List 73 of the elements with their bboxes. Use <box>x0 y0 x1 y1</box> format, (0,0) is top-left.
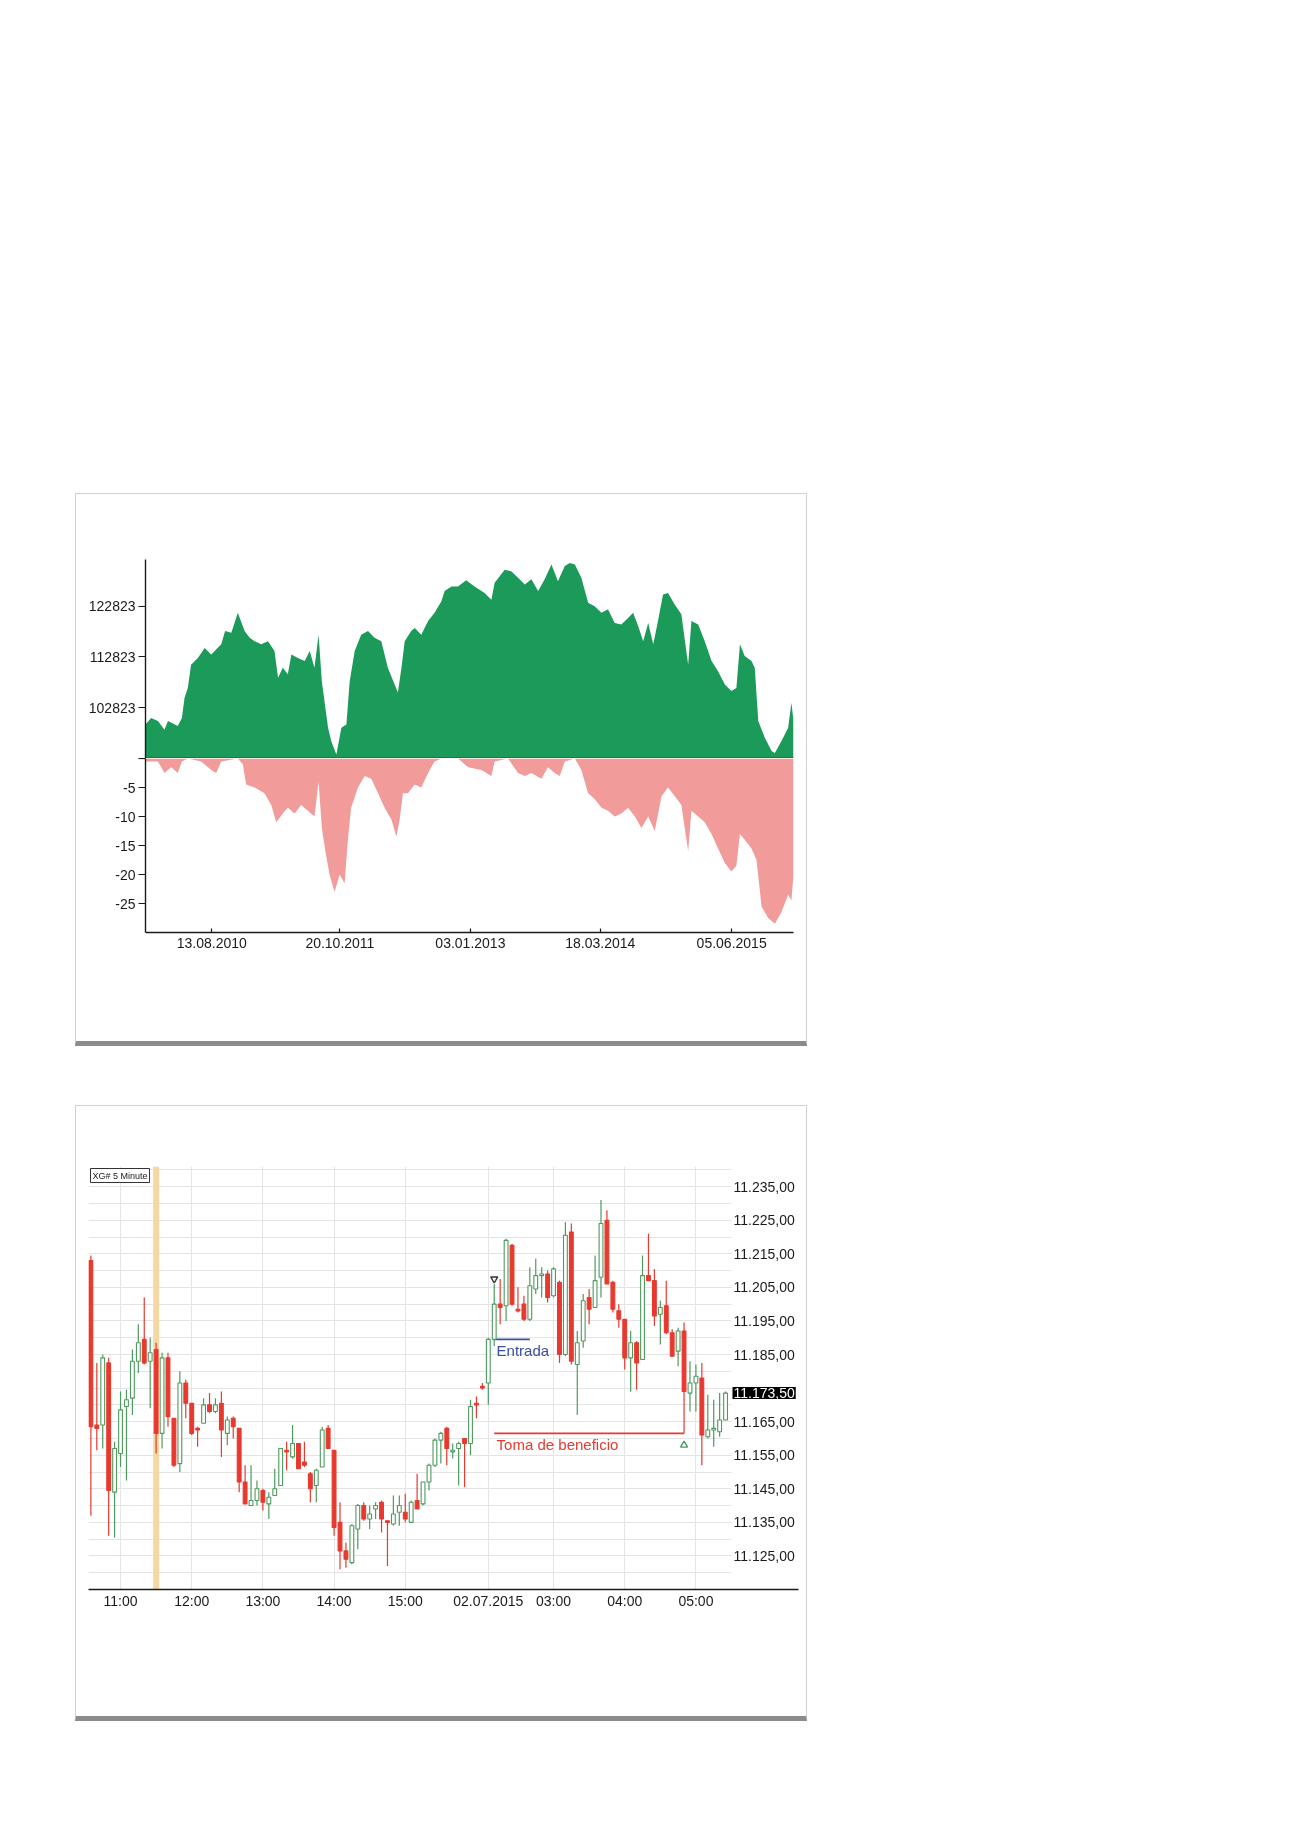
x-tick-label: 20.10.2011 <box>305 934 375 951</box>
candlestick <box>574 1330 580 1416</box>
candlestick <box>444 1426 450 1466</box>
y-tick-label: 122823 <box>88 598 136 615</box>
candlestick <box>201 1397 207 1424</box>
x-tick-label: 18.03.2014 <box>565 934 636 951</box>
candlestick <box>634 1340 640 1391</box>
y-tick-label: 11.195,00 <box>733 1312 795 1329</box>
candlestick <box>313 1468 319 1503</box>
candlestick <box>141 1296 147 1366</box>
candlestick <box>456 1441 462 1487</box>
candlestick <box>266 1491 272 1520</box>
y-tick-label: 102823 <box>88 699 136 716</box>
candlestick <box>414 1473 420 1510</box>
text: 11.173,50 <box>733 1385 795 1402</box>
y-tick-label: -15 <box>115 837 136 854</box>
x-tick-label: 15:00 <box>387 1592 423 1609</box>
x-tick-label: 13.08.2010 <box>176 934 248 951</box>
candlestick <box>284 1441 290 1471</box>
candlestick <box>224 1416 230 1446</box>
candlestick <box>307 1471 313 1503</box>
annotation: Toma de beneficio <box>496 1436 619 1454</box>
x-tick-label: 14:00 <box>316 1592 352 1609</box>
x-tick-label: 13:00 <box>245 1592 281 1609</box>
x-tick-label: 04:00 <box>607 1592 643 1609</box>
y-tick-label: -20 <box>115 866 136 883</box>
candlestick <box>586 1288 592 1325</box>
text: XG# 5 Minute <box>92 1170 148 1181</box>
y-tick-label: 11.185,00 <box>733 1346 795 1363</box>
candlestick <box>367 1504 373 1530</box>
candlestick <box>124 1389 129 1481</box>
y-tick-label: 11.225,00 <box>733 1212 795 1229</box>
y-tick-label: -25 <box>115 895 136 912</box>
y-tick-label: 11.135,00 <box>733 1514 795 1531</box>
candlestick <box>545 1269 551 1304</box>
candlestick <box>657 1300 663 1346</box>
x-tick-label: 03.01.2013 <box>435 934 506 951</box>
y-tick-label: 11.205,00 <box>733 1279 795 1296</box>
candlestick <box>379 1499 384 1534</box>
candlestick <box>473 1395 479 1419</box>
candlestick <box>390 1494 396 1527</box>
x-tick-label: 11:00 <box>103 1592 138 1609</box>
x-tick-label: 12:00 <box>174 1592 210 1609</box>
x-tick-label: 03:00 <box>536 1592 572 1609</box>
candlestick <box>207 1392 212 1414</box>
y-tick-label: 11.165,00 <box>733 1413 795 1430</box>
candlestick <box>396 1494 402 1527</box>
y-tick-label: 11.155,00 <box>733 1447 795 1464</box>
candlestick <box>385 1520 390 1567</box>
x-tick-label: 05.06.2015 <box>696 934 767 951</box>
candlestick <box>260 1488 266 1512</box>
y-tick-label: 11.235,00 <box>733 1178 795 1195</box>
candlestick <box>675 1327 681 1367</box>
candlestick <box>497 1278 503 1325</box>
candlestick <box>272 1468 278 1497</box>
x-tick-label: 05:00 <box>678 1592 714 1609</box>
candlestick <box>408 1499 414 1523</box>
candlestick <box>147 1337 153 1409</box>
y-tick-label: 112823 <box>89 648 136 665</box>
x-tick-label: 02.07.2015 <box>453 1592 524 1609</box>
y-tick-label: 11.125,00 <box>733 1547 795 1564</box>
y-tick-label: 11.145,00 <box>733 1480 795 1497</box>
y-tick-label: -5 <box>123 779 136 796</box>
candlestick <box>462 1437 468 1488</box>
candlestick <box>325 1424 331 1450</box>
candlestick <box>628 1330 634 1393</box>
y-tick-label: 11.215,00 <box>733 1245 795 1262</box>
annotation: Entrada <box>496 1342 550 1360</box>
candlestick <box>230 1416 236 1440</box>
candlestick <box>402 1493 408 1523</box>
y-tick-label: -10 <box>115 808 136 825</box>
candlestick <box>290 1424 295 1460</box>
candlestick <box>361 1501 367 1522</box>
